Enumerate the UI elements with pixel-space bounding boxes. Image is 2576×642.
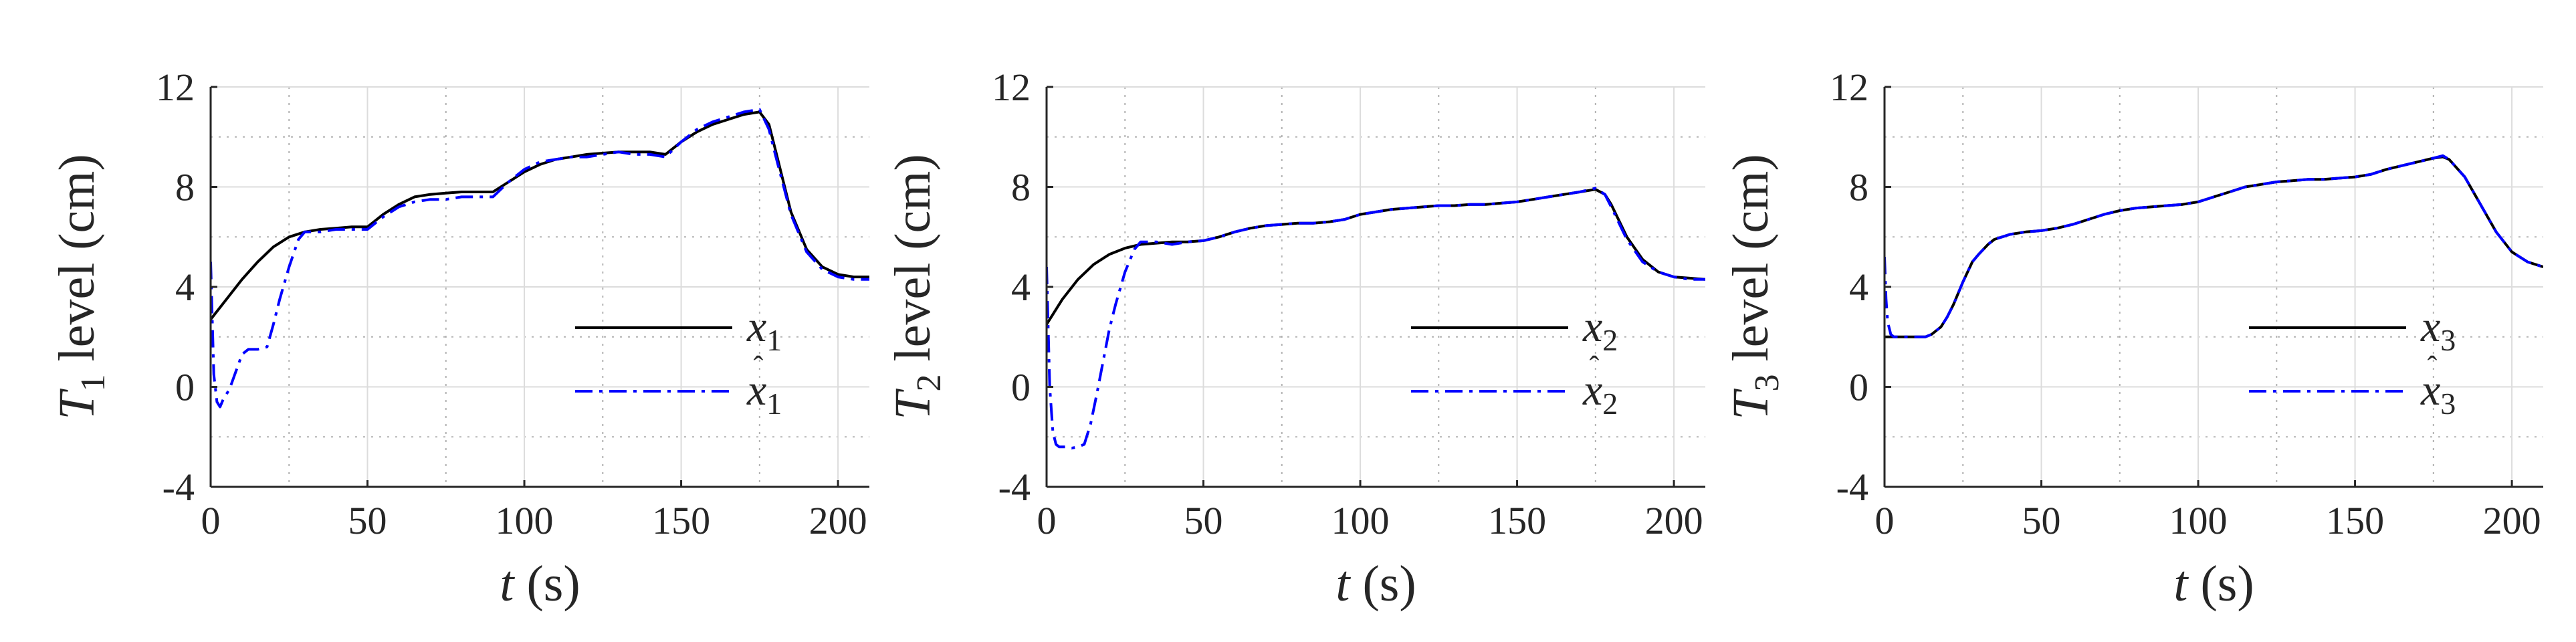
plot-area bbox=[211, 108, 869, 409]
legend-label-var: x bbox=[746, 366, 766, 415]
legend-label-sub: 2 bbox=[1602, 387, 1618, 421]
plot-area bbox=[1047, 187, 1705, 450]
y-axis-label-sub: 2 bbox=[910, 374, 948, 391]
x-axis-label-var: t bbox=[2173, 556, 2189, 612]
x-tick-label: 200 bbox=[1645, 499, 1703, 542]
y-tick-label: 4 bbox=[1849, 265, 1868, 309]
legend-label-2: x3 bbox=[2420, 366, 2456, 421]
x-axis-label: t (s) bbox=[1335, 556, 1416, 612]
y-tick-label: 0 bbox=[1849, 366, 1868, 409]
y-tick-label: 8 bbox=[175, 166, 195, 209]
legend-label-2: x2 bbox=[1582, 366, 1618, 421]
y-axis-label: T2 level (cm) bbox=[885, 154, 948, 419]
legend-label-var: x bbox=[746, 302, 766, 351]
x-tick-label: 0 bbox=[201, 499, 221, 542]
x-tick-label: 150 bbox=[2326, 499, 2384, 542]
x-axis-label: t (s) bbox=[2173, 556, 2254, 612]
legend-hat-accent: ˆ bbox=[1590, 350, 1600, 383]
x-tick-label: 150 bbox=[652, 499, 710, 542]
y-tick-label: 0 bbox=[175, 366, 195, 409]
x-tick-label: 50 bbox=[2022, 499, 2061, 542]
x-tick-label: 100 bbox=[1331, 499, 1390, 542]
x-axis-label-unit: (s) bbox=[1350, 556, 1416, 612]
y-axis-label-sub: 1 bbox=[74, 374, 112, 391]
y-tick-label: -4 bbox=[998, 465, 1031, 509]
y-axis-label-var: T bbox=[885, 389, 941, 420]
x-tick-label: 0 bbox=[1037, 499, 1057, 542]
y-axis-label-var: T bbox=[1723, 389, 1779, 420]
y-tick-label: 12 bbox=[992, 66, 1031, 109]
y-tick-label: 8 bbox=[1011, 166, 1031, 209]
series-line-2 bbox=[1047, 187, 1705, 450]
series-line-1 bbox=[211, 110, 869, 320]
x-tick-label: 0 bbox=[1875, 499, 1895, 542]
legend-hat-accent: ˆ bbox=[2428, 350, 2438, 383]
x-axis-label: t (s) bbox=[500, 556, 580, 612]
legend-label-var: x bbox=[2420, 302, 2440, 351]
x-tick-label: 200 bbox=[809, 499, 867, 542]
legend-label-var: x bbox=[1582, 366, 1602, 415]
x-axis-label-var: t bbox=[500, 556, 515, 612]
plot-area bbox=[1885, 154, 2543, 338]
x-axis-label-var: t bbox=[1335, 556, 1351, 612]
x-axis-label-unit: (s) bbox=[2187, 556, 2254, 612]
y-axis-label: T1 level (cm) bbox=[49, 154, 112, 419]
y-tick-label: 4 bbox=[175, 265, 195, 309]
y-axis-label-unit: level (cm) bbox=[1723, 154, 1779, 374]
y-axis-label-sub: 3 bbox=[1748, 374, 1786, 391]
legend-label-sub: 3 bbox=[2440, 387, 2456, 421]
legend-label-1: x2 bbox=[1582, 302, 1618, 357]
y-tick-label: 12 bbox=[156, 66, 195, 109]
x-tick-label: 50 bbox=[1184, 499, 1223, 542]
series-line-2 bbox=[1885, 154, 2543, 338]
x-tick-label: 50 bbox=[348, 499, 387, 542]
legend-label-var: x bbox=[2420, 366, 2440, 415]
series-line-1 bbox=[1047, 188, 1705, 326]
legend-label-sub: 1 bbox=[766, 387, 782, 421]
legend-hat-accent: ˆ bbox=[754, 350, 764, 383]
legend-label-var: x bbox=[1582, 302, 1602, 351]
y-axis-label-unit: level (cm) bbox=[885, 154, 941, 374]
y-tick-label: 8 bbox=[1849, 166, 1868, 209]
legend-label-sub: 2 bbox=[1602, 323, 1618, 357]
legend-label-2: x1 bbox=[746, 366, 782, 421]
x-tick-label: 100 bbox=[2169, 499, 2228, 542]
y-axis-label-unit: level (cm) bbox=[49, 154, 105, 374]
legend-label-sub: 3 bbox=[2440, 323, 2456, 357]
x-axis-label-unit: (s) bbox=[514, 556, 580, 612]
x-tick-label: 150 bbox=[1488, 499, 1546, 542]
y-tick-label: -4 bbox=[1836, 465, 1868, 509]
legend-label-1: x3 bbox=[2420, 302, 2456, 357]
y-tick-label: -4 bbox=[163, 465, 195, 509]
x-tick-label: 100 bbox=[496, 499, 554, 542]
y-axis-label-var: T bbox=[49, 389, 105, 420]
legend-label-1: x1 bbox=[746, 302, 782, 357]
legend-label-sub: 1 bbox=[766, 323, 782, 357]
series-line-1 bbox=[1885, 155, 2543, 338]
y-tick-label: 0 bbox=[1011, 366, 1031, 409]
y-tick-label: 12 bbox=[1830, 66, 1868, 109]
series-line-2 bbox=[211, 108, 869, 409]
x-tick-label: 200 bbox=[2483, 499, 2541, 542]
y-tick-label: 4 bbox=[1011, 265, 1031, 309]
y-axis-label: T3 level (cm) bbox=[1723, 154, 1786, 419]
